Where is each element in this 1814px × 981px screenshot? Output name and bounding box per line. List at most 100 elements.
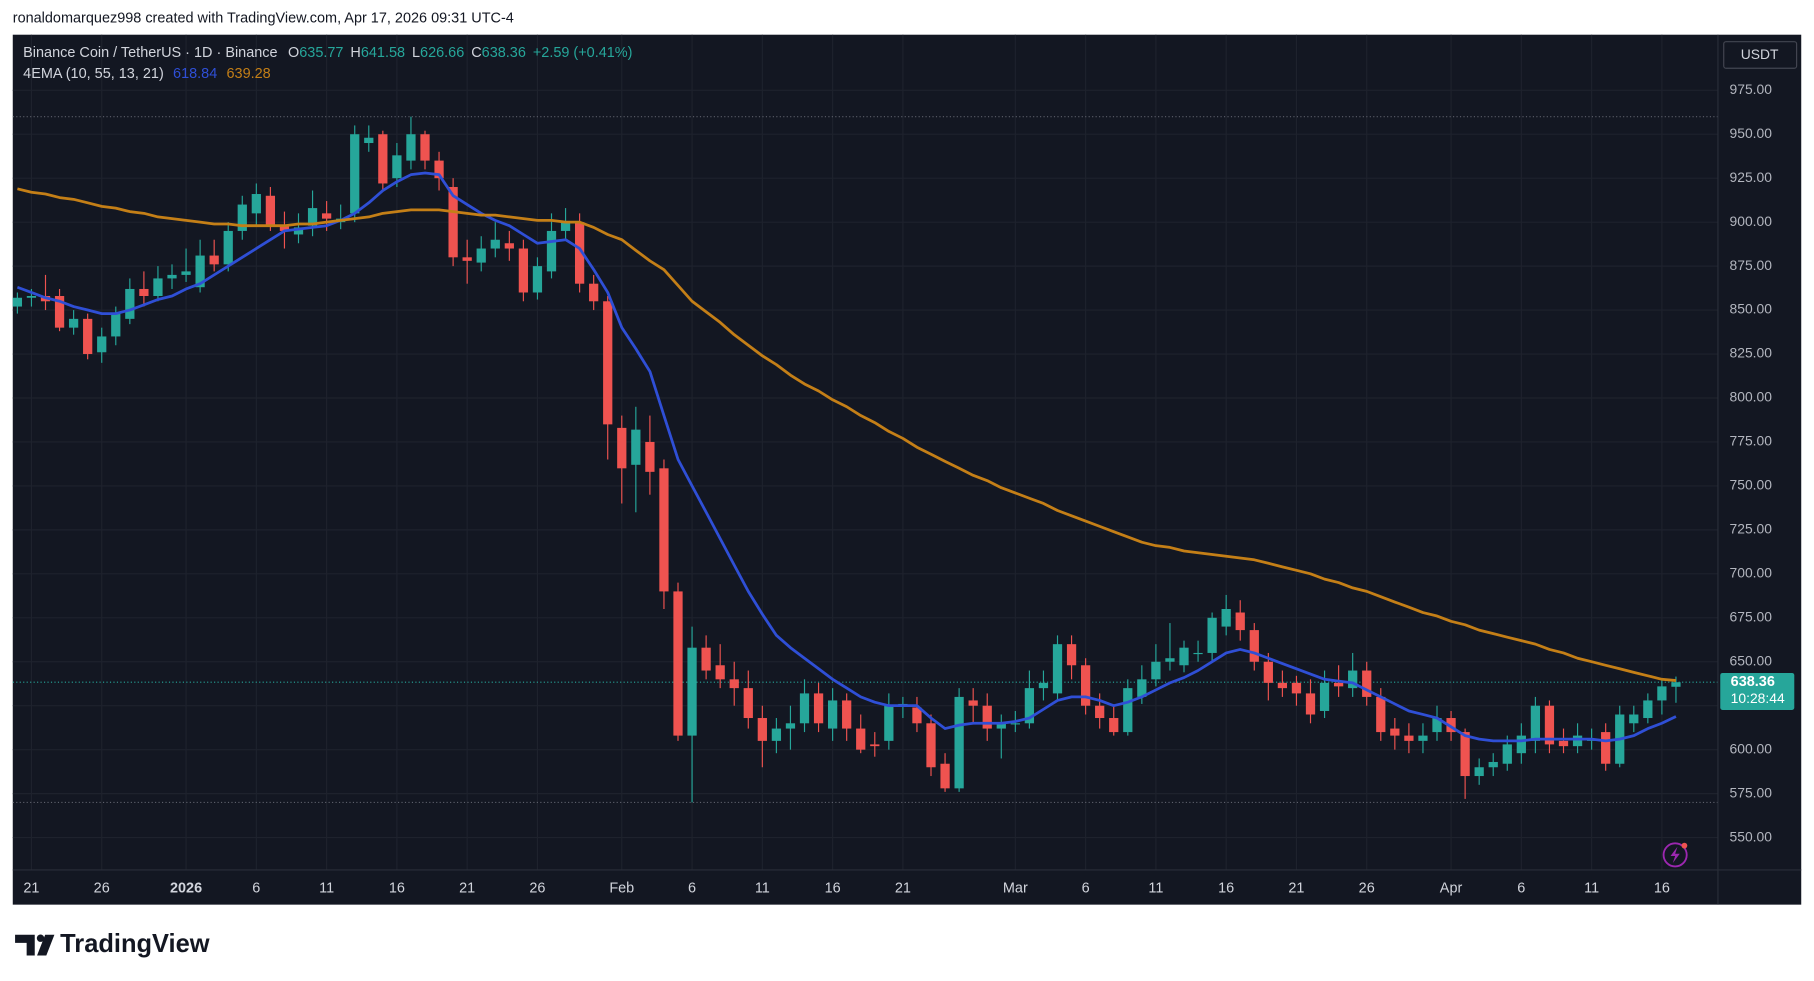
x-tick-label: 16: [1218, 880, 1234, 896]
y-tick-label: 825.00: [1730, 345, 1773, 361]
candle-body: [265, 195, 276, 226]
candle-body: [392, 155, 402, 179]
candle-body: [321, 213, 332, 219]
alert-icon[interactable]: [1662, 842, 1688, 868]
y-tick-label: 950.00: [1730, 125, 1773, 141]
candle-body: [813, 693, 824, 724]
x-tick-label: 26: [529, 880, 545, 896]
candle-body: [1151, 661, 1161, 680]
candle-body: [490, 239, 500, 249]
candle-body: [1038, 682, 1049, 689]
candle-body: [111, 313, 121, 337]
candle-body: [1362, 670, 1372, 697]
candle-body: [1460, 732, 1470, 777]
ohlc-value: 641.58: [361, 45, 405, 61]
axes: 550.00575.00600.00625.00650.00675.00700.…: [23, 81, 1795, 896]
x-tick-label: 11: [319, 880, 334, 896]
candle-body: [1348, 670, 1358, 689]
logo-icon: [15, 934, 55, 956]
candle-body: [1432, 718, 1442, 733]
candle-body: [603, 301, 613, 425]
indicator-value: 618.84: [173, 66, 217, 82]
candle-body: [827, 700, 838, 729]
candle-body: [1080, 665, 1091, 706]
candle-body: [842, 700, 852, 729]
candle-body: [462, 257, 472, 261]
x-tick-label: 6: [1517, 880, 1525, 896]
candle-body: [1291, 682, 1302, 694]
candle-body: [1066, 644, 1077, 666]
candle-body: [1629, 714, 1639, 724]
ema-line: [17, 187, 1677, 682]
x-tick-label: 26: [94, 880, 110, 896]
indicator-legend[interactable]: 4EMA (10, 55, 13, 21) 618.84 639.28: [23, 66, 271, 82]
y-tick-label: 550.00: [1730, 828, 1773, 844]
chart-panel: [12, 34, 1802, 905]
candle-body: [1109, 718, 1119, 733]
candle-body: [687, 647, 697, 736]
candle-body: [715, 665, 725, 680]
x-tick-label: 16: [389, 880, 405, 896]
candle-body: [1305, 693, 1316, 715]
candle-body: [54, 296, 65, 328]
candle-body: [1263, 661, 1273, 683]
candle-body: [1376, 696, 1386, 733]
candle-body: [195, 255, 205, 288]
candle-body: [68, 318, 79, 328]
y-tick-label: 600.00: [1730, 740, 1773, 756]
candle-body: [1165, 658, 1175, 662]
candle-body: [1024, 688, 1035, 724]
ohlc-value: 635.77: [299, 45, 343, 61]
candle-body: [1601, 732, 1611, 764]
ohlc-value: 626.66: [420, 45, 464, 61]
candle-body: [1572, 735, 1583, 747]
x-tick-label: 16: [1654, 880, 1670, 896]
y-tick-label: 975.00: [1730, 81, 1773, 97]
candle-body: [139, 288, 149, 297]
x-tick-label: 11: [755, 880, 770, 896]
candle-body: [799, 693, 810, 724]
y-tick-label: 725.00: [1730, 521, 1773, 537]
watermark: ronaldomarquez998 created with TradingVi…: [13, 10, 514, 26]
candle-body: [476, 248, 486, 263]
candle-body: [1446, 718, 1456, 733]
candle-body: [926, 723, 936, 768]
candle-body: [307, 208, 318, 226]
candle-body: [434, 160, 444, 179]
candle-body: [1418, 735, 1428, 741]
ohlc-label: C: [471, 45, 481, 61]
candle-body: [518, 248, 529, 293]
y-tick-label: 750.00: [1730, 477, 1773, 493]
candle-body: [1235, 612, 1245, 631]
candle-body: [1319, 682, 1330, 711]
logo: TradingView: [60, 930, 210, 958]
candle-body: [1558, 740, 1569, 747]
currency: USDT: [1741, 46, 1779, 62]
candle-body: [1643, 700, 1653, 719]
candle-body: [546, 230, 557, 272]
candle-body: [729, 679, 739, 689]
candle-body: [631, 429, 641, 465]
candle-body: [97, 336, 107, 353]
currency-box[interactable]: [1723, 41, 1798, 69]
candle-body: [1502, 744, 1512, 764]
candle-body: [743, 688, 753, 719]
candle-body: [251, 194, 261, 214]
candle-body: [1249, 630, 1259, 662]
candle-body: [574, 222, 585, 284]
candle-body: [701, 647, 711, 671]
candle-body: [209, 255, 219, 265]
candle-body: [1488, 761, 1498, 768]
x-tick-label: 26: [1359, 880, 1375, 896]
y-tick-label: 650.00: [1730, 652, 1773, 668]
indicator-value: 639.28: [227, 66, 271, 82]
ema-line: [16, 171, 1677, 743]
candle-body: [1052, 644, 1063, 694]
x-tick-label: 6: [252, 880, 260, 896]
y-tick-label: 575.00: [1730, 784, 1773, 800]
candle-body: [757, 718, 767, 741]
ohlc-label: O: [288, 45, 299, 61]
candle-body: [125, 288, 135, 319]
y-tick-label: 875.00: [1730, 257, 1773, 273]
candle-body: [940, 763, 950, 789]
